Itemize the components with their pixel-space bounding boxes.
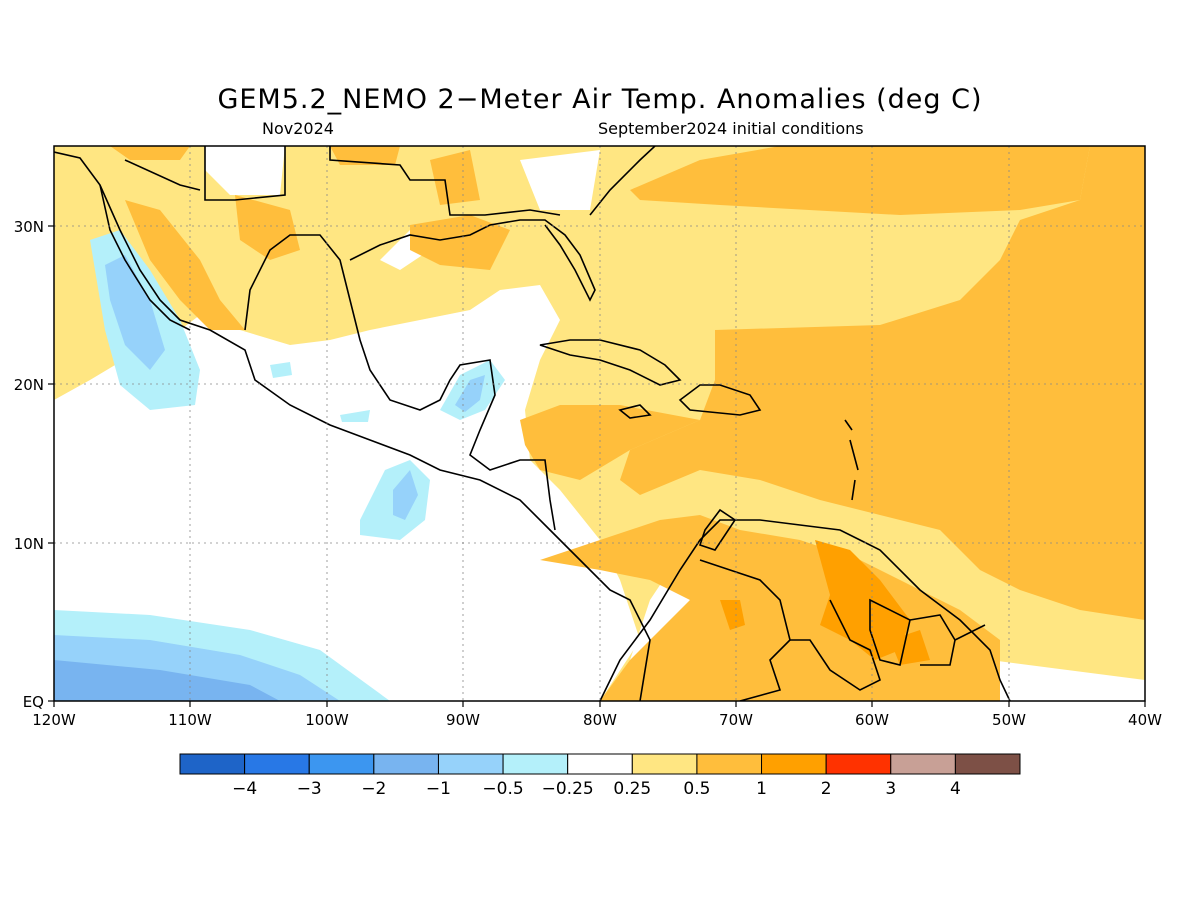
lon-label-60w: 60W: [855, 711, 889, 729]
colorbar-swatch: [631, 753, 698, 775]
colorbar-swatch: [437, 753, 504, 775]
colorbar-labels: −4 −3 −2 −1 −0.5 −0.25 0.25 0.5 1 2 3 4: [232, 779, 961, 799]
coastlines: [54, 146, 1011, 701]
lon-label-120w: 120W: [32, 711, 76, 729]
lon-label-70w: 70W: [719, 711, 753, 729]
colorbar-swatch: [825, 753, 892, 775]
colorbar-label: −2: [361, 779, 386, 799]
colorbar-swatch: [696, 753, 763, 775]
colorbar-label: 0.25: [613, 779, 651, 799]
graticule: [54, 146, 1145, 701]
colorbar-swatch: [761, 753, 827, 775]
lon-label-110w: 110W: [168, 711, 212, 729]
lat-label-eq: EQ: [23, 693, 44, 711]
lon-label-50w: 50W: [992, 711, 1026, 729]
warm-anomaly-region: [620, 146, 1145, 620]
colorbar-label: 0.5: [683, 779, 710, 799]
initial-conditions-label: September2024 initial conditions: [598, 119, 864, 138]
axis-ticks: [48, 225, 1146, 707]
colorbar-label: −0.25: [542, 779, 594, 799]
colorbar-label: 3: [885, 779, 896, 799]
lon-label-80w: 80W: [583, 711, 617, 729]
colorbar-label: −4: [232, 779, 257, 799]
colorbar-swatch: [502, 753, 569, 775]
colorbar-swatch: [954, 753, 1021, 775]
lat-label-30n: 30N: [14, 218, 44, 236]
lat-label-10n: 10N: [14, 535, 44, 553]
colorbar-swatch: [890, 753, 956, 775]
colorbar-label: −0.5: [482, 779, 523, 799]
forecast-month: Nov2024: [262, 119, 334, 138]
anomaly-shading: [54, 146, 1145, 701]
colorbar-swatch: [179, 753, 246, 775]
colorbar-swatch: [244, 753, 310, 775]
lon-label-90w: 90W: [446, 711, 480, 729]
colorbar-swatch: [373, 753, 439, 775]
colorbar: [179, 753, 1021, 775]
colorbar-label: 2: [821, 779, 832, 799]
lat-label-20n: 20N: [14, 376, 44, 394]
colorbar-swatch: [308, 753, 375, 775]
lon-label-100w: 100W: [305, 711, 349, 729]
lon-label-40w: 40W: [1128, 711, 1162, 729]
strong-warm-anomaly-region: [815, 540, 910, 660]
colorbar-label: 4: [950, 779, 961, 799]
colorbar-swatch: [567, 753, 633, 775]
colorbar-label: 1: [756, 779, 767, 799]
map-title: GEM5.2_NEMO 2−Meter Air Temp. Anomalies …: [217, 84, 983, 115]
colorbar-label: −1: [426, 779, 451, 799]
colorbar-label: −3: [297, 779, 322, 799]
